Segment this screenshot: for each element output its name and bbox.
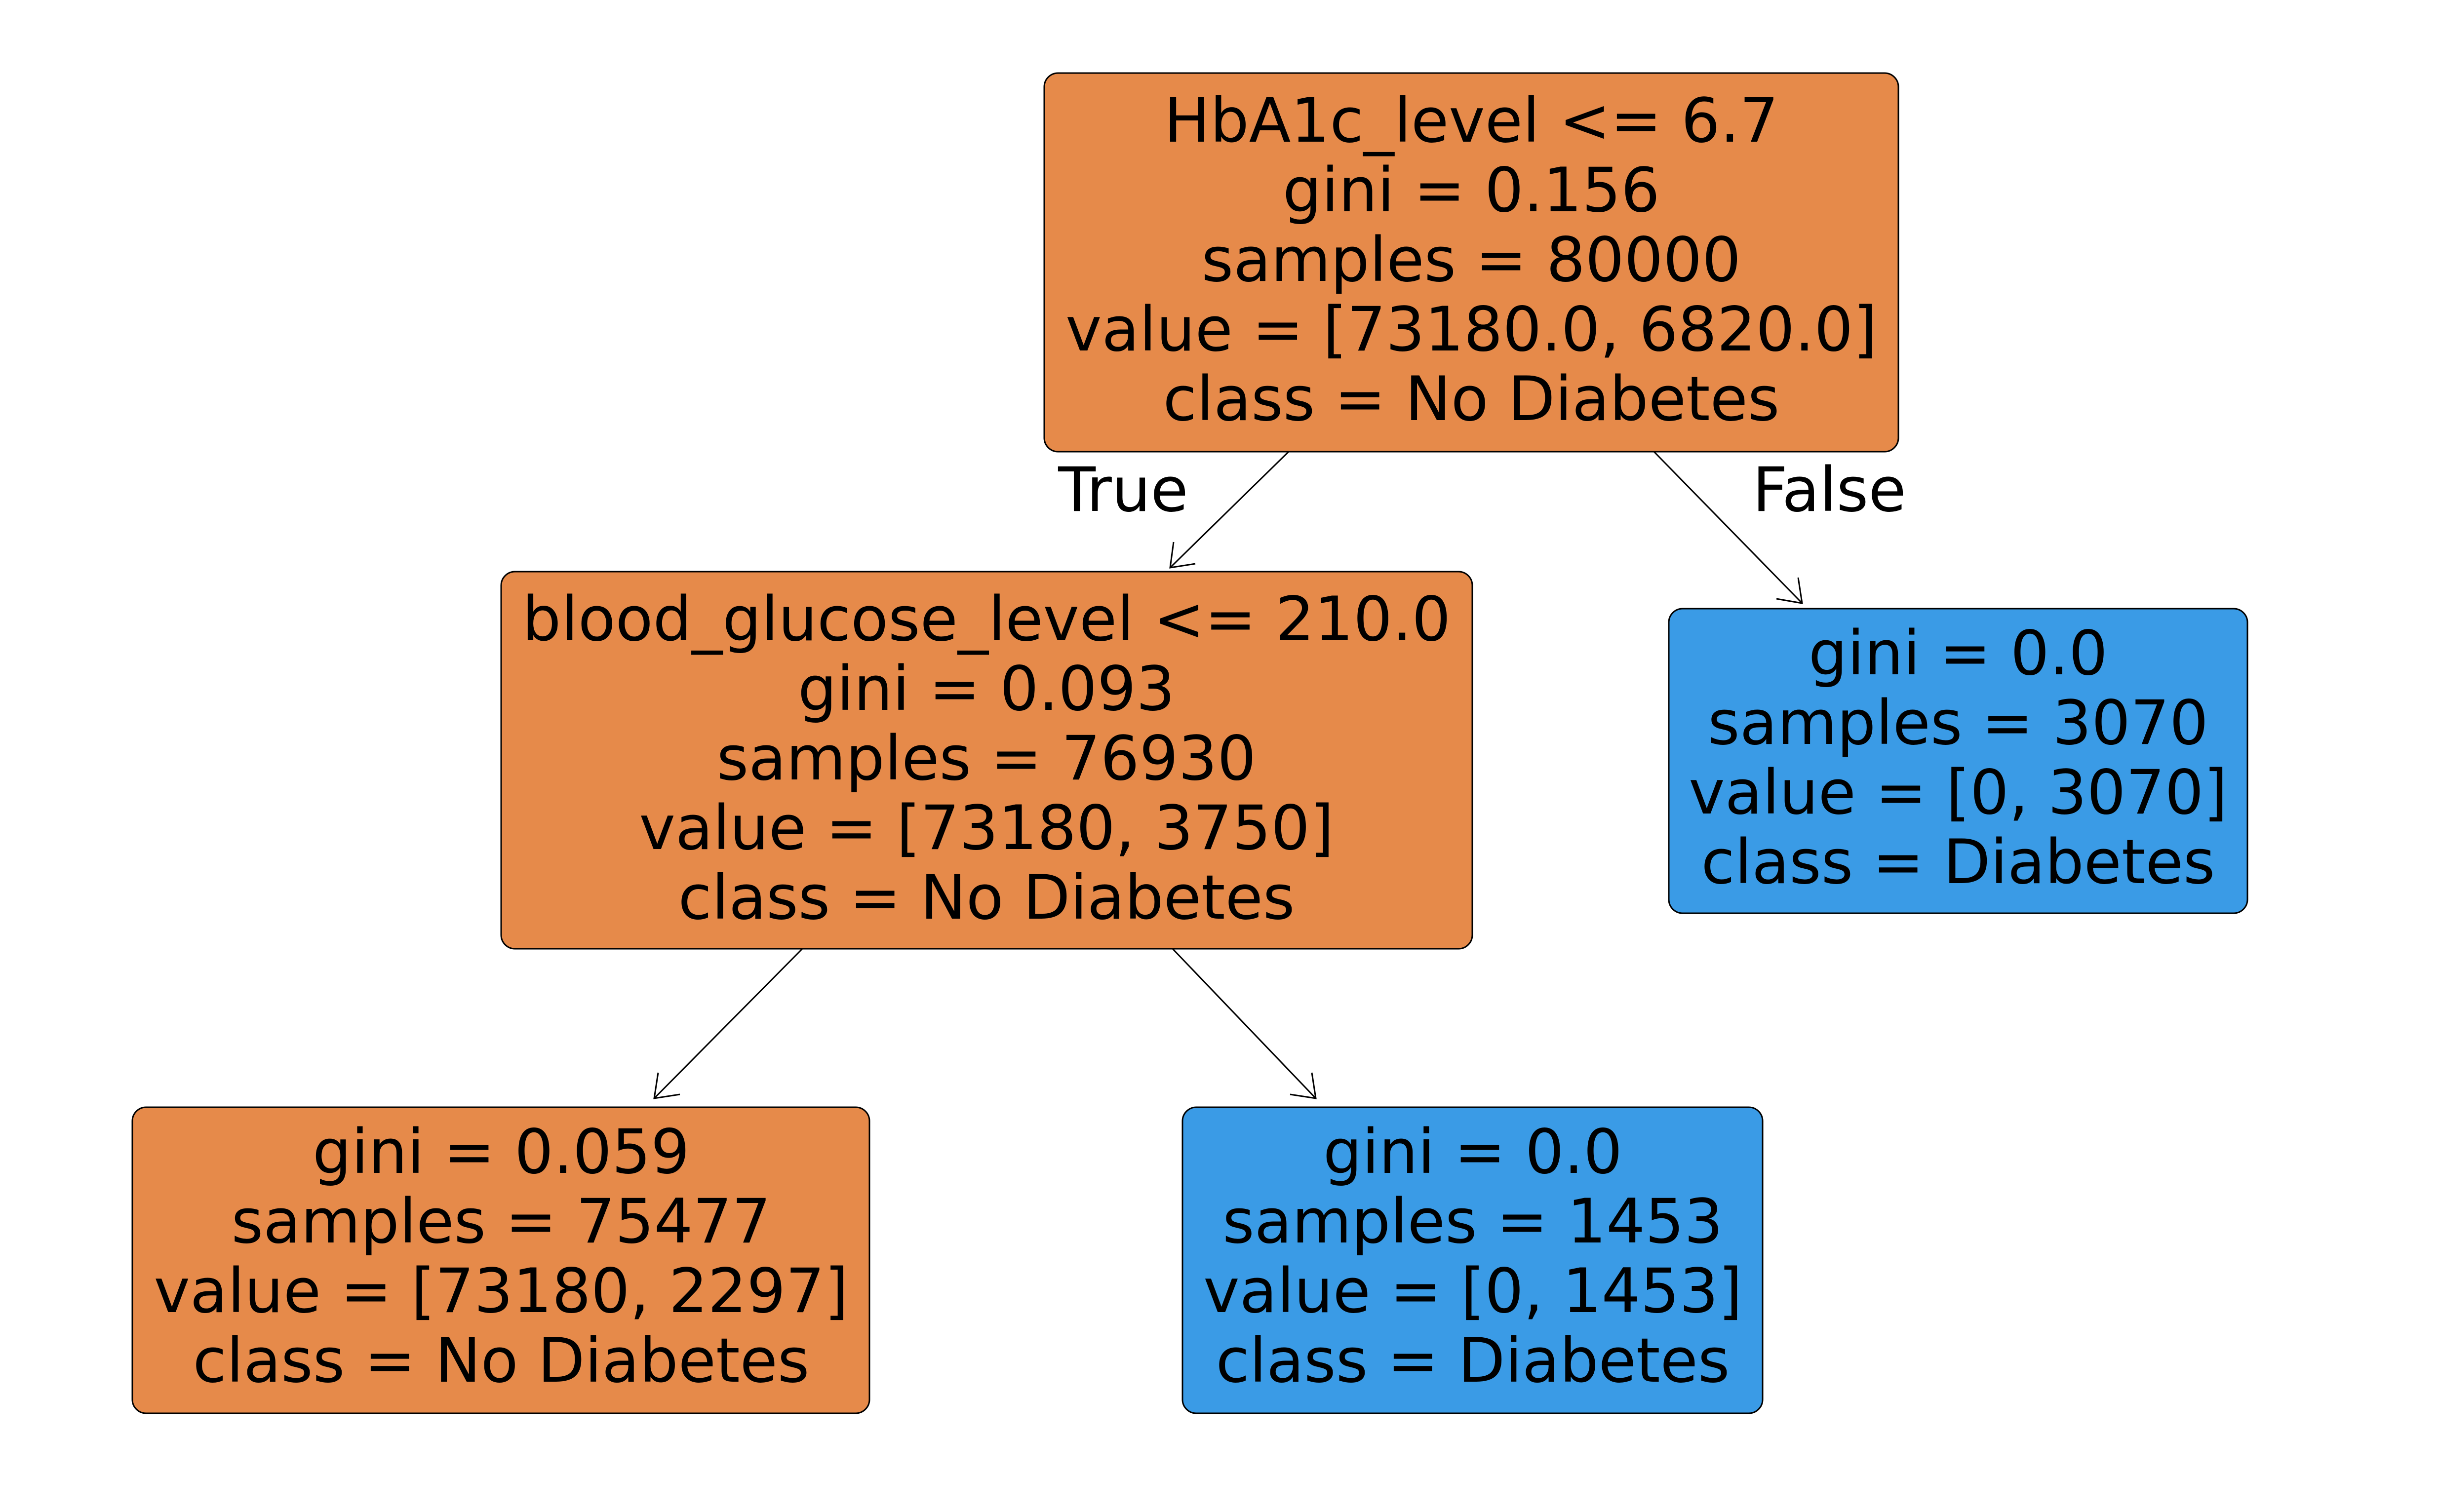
node-value: value = [0, 1453] (1203, 1256, 1742, 1327)
node-value: value = [73180, 2297] (154, 1256, 848, 1327)
node-split-label: blood_glucose_level <= 210.0 (522, 584, 1451, 655)
tree-node-root: HbA1c_level <= 6.7 gini = 0.156 samples … (1043, 72, 1899, 453)
node-gini: gini = 0.0 (1323, 1117, 1622, 1188)
node-samples: samples = 76930 (717, 723, 1257, 794)
node-value: value = [73180.0, 6820.0] (1065, 294, 1877, 365)
node-value: value = [73180, 3750] (639, 793, 1334, 864)
node-class: class = No Diabetes (193, 1325, 809, 1396)
tree-node-left-right: gini = 0.0 samples = 1453 value = [0, 14… (1181, 1106, 1764, 1414)
tree-node-right: gini = 0.0 samples = 3070 value = [0, 30… (1668, 608, 2248, 914)
node-box-left (500, 571, 1473, 950)
node-samples: samples = 3070 (1708, 688, 2208, 759)
node-gini: gini = 0.156 (1283, 155, 1660, 226)
node-samples: samples = 75477 (232, 1186, 771, 1257)
node-gini: gini = 0.0 (1809, 618, 2108, 689)
tree-node-left: blood_glucose_level <= 210.0 gini = 0.09… (500, 571, 1473, 950)
edge-root-to-left (1169, 451, 1290, 569)
node-box-left-right (1181, 1106, 1764, 1414)
edge-root-to-right (1653, 451, 1803, 604)
node-box-right (1668, 608, 2248, 914)
node-class: class = No Diabetes (678, 862, 1295, 933)
node-gini: gini = 0.059 (313, 1117, 690, 1188)
tree-nodes: HbA1c_level <= 6.7 gini = 0.156 samples … (131, 72, 2248, 1414)
node-class: class = No Diabetes (1163, 364, 1779, 435)
tree-edges: True False (653, 451, 1906, 1099)
node-value: value = [0, 3070] (1689, 757, 2227, 828)
node-samples: samples = 80000 (1202, 225, 1741, 296)
edge-label-false: False (1752, 455, 1906, 526)
node-box-left-left (131, 1106, 870, 1414)
node-class: class = Diabetes (1216, 1325, 1730, 1396)
node-box-root (1043, 72, 1899, 453)
edge-left-to-left-left (653, 948, 803, 1099)
node-samples: samples = 1453 (1222, 1186, 1723, 1257)
edge-left-to-left-right (1172, 948, 1317, 1099)
node-split-label: HbA1c_level <= 6.7 (1164, 85, 1779, 156)
node-class: class = Diabetes (1701, 827, 2215, 898)
tree-node-left-left: gini = 0.059 samples = 75477 value = [73… (131, 1106, 870, 1414)
edge-label-true: True (1058, 455, 1188, 526)
node-gini: gini = 0.093 (798, 654, 1175, 725)
